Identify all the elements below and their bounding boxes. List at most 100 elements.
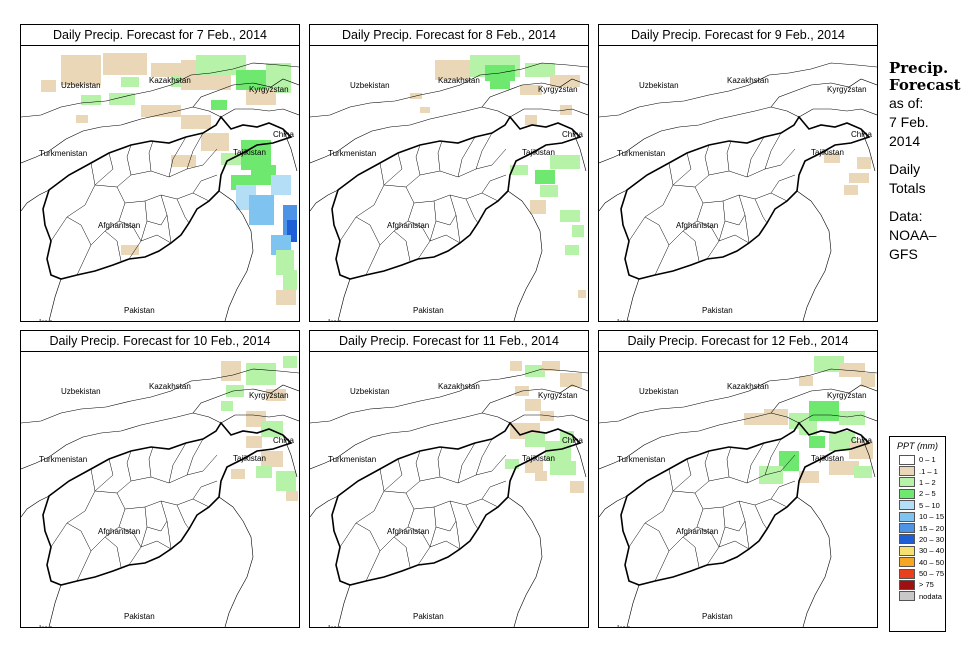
precip-cell bbox=[266, 389, 286, 401]
label-turkmenistan: Turkmenistan bbox=[39, 149, 87, 158]
precip-cell bbox=[510, 361, 522, 371]
province-border bbox=[415, 144, 421, 176]
borders bbox=[310, 368, 588, 627]
province-border bbox=[746, 442, 765, 484]
precip-cell bbox=[799, 376, 813, 386]
precip-cell bbox=[151, 63, 181, 77]
panel-title: Daily Precip. Forecast for 8 Feb., 2014 bbox=[310, 25, 588, 46]
province-border bbox=[393, 536, 411, 568]
label-turkmenistan: Turkmenistan bbox=[617, 455, 665, 464]
label-uzbekistan: Uzbekistan bbox=[639, 81, 679, 90]
province-border bbox=[186, 438, 204, 476]
precip-cell bbox=[525, 399, 541, 411]
info-data-line2: NOAA– bbox=[889, 227, 937, 243]
label-tajikistan: Tajikistan bbox=[811, 148, 844, 157]
legend-swatch bbox=[899, 557, 915, 568]
country-border bbox=[310, 189, 339, 212]
label-kyrgyzstan: Kyrgyzstan bbox=[538, 391, 578, 400]
precip-cell bbox=[799, 421, 817, 435]
province-border bbox=[124, 498, 210, 510]
borders bbox=[599, 62, 877, 321]
country-border bbox=[860, 128, 876, 172]
label-turkmenistan: Turkmenistan bbox=[328, 149, 376, 158]
borders bbox=[21, 368, 299, 627]
country-border bbox=[481, 78, 588, 108]
precip-cell bbox=[550, 461, 576, 475]
province-border bbox=[746, 136, 765, 178]
legend-label: 0 – 1 bbox=[919, 455, 936, 465]
province-border bbox=[628, 162, 674, 242]
country-border bbox=[599, 495, 628, 518]
province-border bbox=[704, 450, 710, 482]
province-border bbox=[628, 468, 674, 548]
province-border bbox=[128, 506, 148, 566]
legend-label: .1 – 1 bbox=[919, 466, 938, 476]
province-border bbox=[355, 216, 381, 246]
label-kazakhstan: Kazakhstan bbox=[727, 382, 769, 391]
province-border bbox=[339, 162, 385, 242]
province-border bbox=[706, 506, 726, 566]
province-border bbox=[407, 526, 431, 548]
province-border bbox=[94, 148, 218, 188]
country-border bbox=[599, 189, 628, 212]
precip-cell bbox=[271, 175, 291, 195]
country-labels: Kazakhstan Uzbekistan Kyrgyzstan China Turkm… bbox=[617, 76, 872, 321]
country-border bbox=[21, 368, 299, 424]
precip-cell bbox=[283, 356, 297, 368]
country-border bbox=[21, 62, 299, 118]
panel-title: Daily Precip. Forecast for 9 Feb., 2014 bbox=[599, 25, 877, 46]
legend-label: 15 – 20 bbox=[919, 523, 945, 533]
afghanistan-border bbox=[42, 115, 293, 280]
precip-cell bbox=[560, 210, 580, 222]
country-border bbox=[21, 495, 50, 518]
province-border bbox=[192, 480, 218, 500]
province-border bbox=[435, 214, 457, 226]
country-border bbox=[21, 189, 50, 212]
label-pakistan: Pakistan bbox=[124, 612, 155, 621]
label-kazakhstan: Kazakhstan bbox=[727, 76, 769, 85]
precip-cell bbox=[849, 173, 869, 183]
precip-cell bbox=[759, 466, 783, 484]
label-china: China bbox=[273, 130, 294, 139]
precip-cells bbox=[824, 153, 871, 195]
forecast-panel-feb-10: Daily Precip. Forecast for 10 Feb., 2014… bbox=[20, 330, 300, 628]
province-border bbox=[76, 186, 126, 276]
country-border bbox=[571, 434, 587, 478]
legend-label: 1 – 2 bbox=[919, 477, 936, 487]
province-border bbox=[393, 230, 411, 262]
precip-cell bbox=[809, 401, 839, 421]
country-labels: Kazakhstan Uzbekistan Kyrgyzstan China Turkm… bbox=[617, 382, 872, 627]
label-pakistan: Pakistan bbox=[413, 612, 444, 621]
legend-swatch bbox=[899, 568, 915, 579]
province-border bbox=[724, 520, 746, 532]
label-kyrgyzstan: Kyrgyzstan bbox=[249, 85, 289, 94]
panel-title: Daily Precip. Forecast for 11 Feb., 2014 bbox=[310, 331, 588, 352]
legend-title: PPT (mm) bbox=[897, 441, 938, 451]
label-turkmenistan: Turkmenistan bbox=[39, 455, 87, 464]
legend-swatch bbox=[899, 500, 915, 511]
precip-cell bbox=[764, 409, 788, 425]
country-border bbox=[798, 108, 877, 118]
province-border bbox=[94, 454, 218, 494]
label-afghanistan: Afghanistan bbox=[676, 527, 718, 536]
province-border bbox=[94, 152, 114, 186]
legend-label: 40 – 50 bbox=[919, 557, 945, 567]
province-border bbox=[449, 500, 461, 550]
borders bbox=[599, 368, 877, 627]
precip-cell bbox=[276, 250, 294, 275]
province-border bbox=[176, 504, 190, 530]
label-tajikistan: Tajikistan bbox=[522, 148, 555, 157]
panel-title: Daily Precip. Forecast for 7 Feb., 2014 bbox=[21, 25, 299, 46]
legend-swatch bbox=[899, 477, 915, 488]
legend-item: > 75 bbox=[890, 579, 945, 590]
precip-cell bbox=[261, 421, 283, 437]
province-border bbox=[383, 454, 507, 494]
province-border bbox=[672, 454, 796, 494]
province-border bbox=[738, 194, 750, 244]
province-border bbox=[66, 522, 92, 552]
afghanistan-border bbox=[620, 115, 871, 280]
label-afghanistan: Afghanistan bbox=[387, 221, 429, 230]
country-border bbox=[507, 496, 543, 627]
label-iran: Iran bbox=[328, 624, 342, 627]
